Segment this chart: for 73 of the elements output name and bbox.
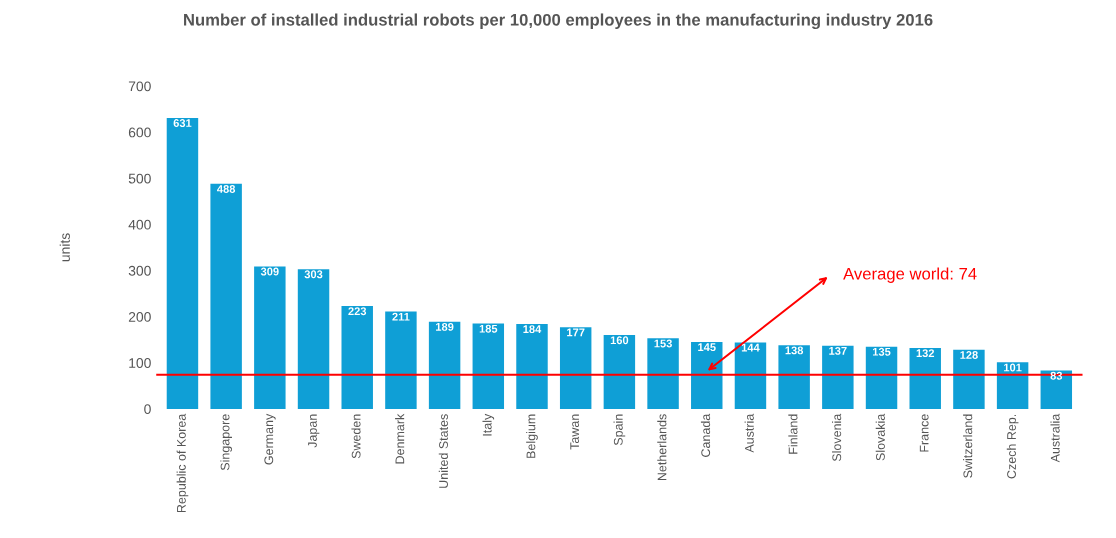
data-label: 211 (392, 312, 410, 321)
data-label: 631 (173, 119, 192, 127)
x-tick-label: Republic of Korea (176, 413, 189, 513)
bar (778, 345, 810, 409)
x-tick-label: Switzerland (963, 414, 973, 478)
data-label: 177 (567, 328, 585, 337)
data-label: 145 (698, 343, 716, 352)
bar (516, 324, 548, 409)
x-tick-label: Spain (613, 414, 626, 446)
bar (603, 335, 636, 409)
data-label: 185 (479, 324, 498, 333)
data-label: 153 (654, 339, 672, 348)
y-tick-label: 100 (129, 358, 151, 368)
bar (822, 345, 854, 409)
data-label: 132 (916, 349, 935, 358)
bar (996, 362, 1029, 409)
x-tick-label: Italy (482, 413, 495, 436)
data-label: 488 (217, 185, 236, 193)
bar (734, 342, 767, 409)
x-tick-label: France (919, 414, 929, 452)
y-tick-label: 0 (144, 404, 151, 415)
bar (691, 342, 723, 409)
x-tick-label: Canada (700, 413, 711, 457)
y-tick-label: 300 (128, 265, 151, 276)
x-tick-label: Australia (1050, 413, 1060, 463)
data-label: 128 (960, 351, 978, 359)
x-tick-label: Tawan (570, 414, 580, 450)
bar (341, 306, 373, 409)
x-tick-label: Sweden (351, 414, 361, 459)
x-tick-label: Japan (308, 414, 320, 448)
x-tick-label: Finland (788, 414, 798, 454)
y-tick-label: 700 (128, 81, 151, 92)
data-label: 135 (872, 347, 891, 356)
data-label: 184 (523, 325, 542, 334)
data-label: 144 (741, 343, 760, 352)
data-label: 223 (348, 307, 367, 316)
x-tick-label: Slovakia (875, 413, 885, 461)
x-tick-label: Austria (744, 413, 754, 453)
data-label: 303 (304, 270, 323, 279)
bar (472, 323, 505, 409)
y-tick-label: 200 (128, 311, 151, 322)
bar (909, 348, 941, 409)
chart-title: Number of installed industrial robots per 10,000 employees in the manufacturing industry 2016 (184, 13, 933, 30)
bar (385, 311, 417, 409)
x-tick-label: Czech Rep. (1006, 414, 1019, 479)
x-tick-label: Singapore (220, 414, 232, 471)
x-tick-label: United States (438, 414, 448, 488)
bar (953, 349, 985, 409)
x-tick-label: Slovenia (832, 413, 842, 462)
x-tick-label: Belgium (526, 414, 538, 458)
data-label: 138 (785, 346, 804, 355)
data-label: 137 (829, 346, 847, 355)
y-tick-label: 500 (128, 173, 151, 184)
data-label: 309 (260, 267, 279, 276)
bar (254, 266, 286, 409)
y-tick-label: 600 (128, 127, 151, 138)
bar (865, 346, 898, 409)
bar (647, 338, 679, 409)
bar (559, 327, 592, 409)
x-tick-label: Netherlands (657, 414, 667, 481)
legend-label: Average world: 74 (843, 267, 977, 283)
data-label: 189 (436, 322, 454, 331)
y-axis-title: units (59, 233, 70, 262)
bar (297, 269, 330, 409)
bar (166, 117, 199, 409)
data-label: 101 (1004, 363, 1022, 372)
x-tick-label: Germany (264, 413, 276, 465)
data-label: 160 (610, 336, 629, 345)
data-label: 83 (1050, 371, 1063, 380)
bar (428, 321, 461, 409)
x-tick-label: Denmark (395, 413, 405, 464)
bar (210, 183, 242, 409)
y-tick-label: 400 (128, 219, 151, 230)
